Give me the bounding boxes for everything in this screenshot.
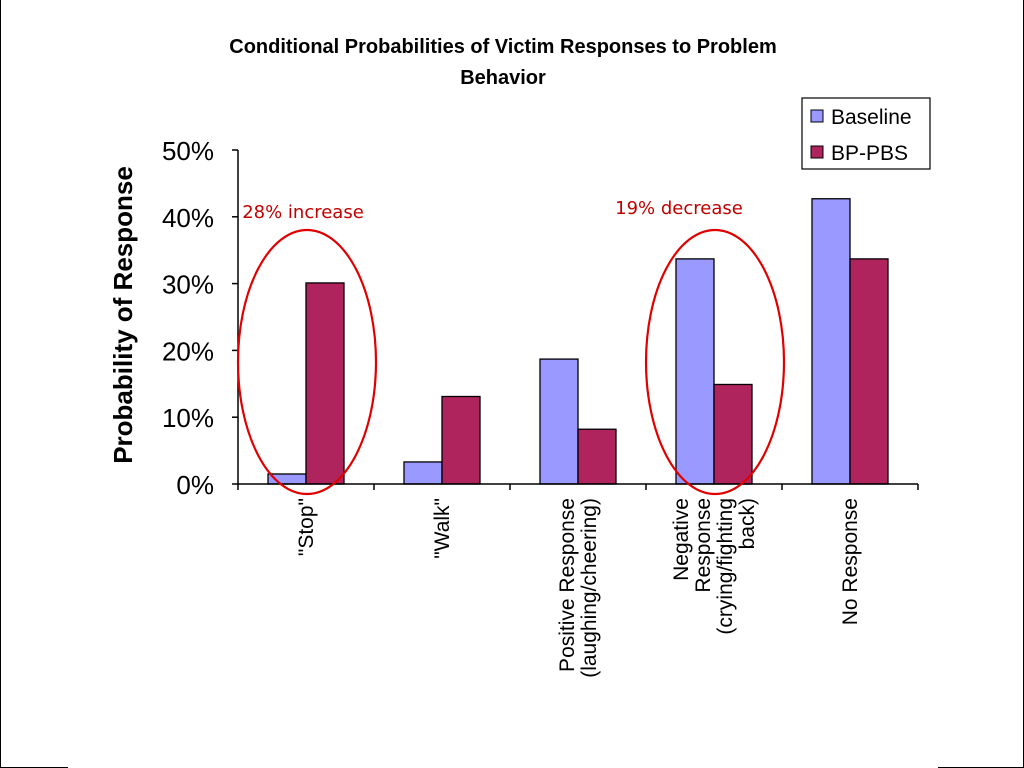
x-tick-label-3-line-0: Negative <box>670 498 693 581</box>
annotation-ellipse-0 <box>236 228 378 496</box>
y-tick-label-2: 20% <box>162 336 214 366</box>
annotation-text-0: 28% increase <box>242 202 364 223</box>
bar-bp-pbs-1 <box>441 395 481 485</box>
x-tick-label-3-line-1: Response <box>692 498 715 593</box>
y-tick-label-1: 10% <box>162 403 214 433</box>
y-tick-label-5: 50% <box>162 136 214 166</box>
axes-group: 0% 10% 20% 30% 40% 50% <box>162 136 919 500</box>
x-tick-label-1: "Walk" <box>431 498 454 559</box>
x-tick-label-0-line-0: "Stop" <box>295 498 318 556</box>
bar-bp-pbs-2 <box>577 428 617 485</box>
bar-baseline-2 <box>539 358 579 485</box>
bar-bp-pbs-4 <box>849 258 889 485</box>
legend-swatch-bp-pbs <box>810 145 824 159</box>
x-tick-label-2: Positive Response (laughing/cheering) <box>556 498 601 678</box>
legend-label-bp-pbs: BP-PBS <box>831 142 908 165</box>
annotation-text-1: 19% decrease <box>615 198 743 219</box>
y-axis-title: Probability of Response <box>108 166 138 464</box>
annotations-group: 28% increase 19% decrease <box>236 198 786 496</box>
y-tick-label-0: 0% <box>176 470 214 500</box>
bar-bp-pbs-0 <box>305 282 345 485</box>
x-tick-labels: "Stop" "Walk" Positive Response (laughing/c… <box>295 498 862 678</box>
x-tick-label-3-line-3: back) <box>736 498 759 549</box>
bars-group <box>267 198 889 485</box>
legend-label-baseline: Baseline <box>831 106 912 129</box>
chart-title-line-2: Behavior <box>460 67 546 89</box>
legend: Baseline BP-PBS <box>801 97 931 170</box>
bar-baseline-4 <box>811 198 851 485</box>
x-tick-label-1-line-0: "Walk" <box>431 498 454 559</box>
bar-baseline-1 <box>403 461 443 485</box>
x-tick-label-4-line-0: No Response <box>839 498 862 625</box>
legend-swatch-baseline <box>810 109 824 123</box>
x-tick-label-3: Negative Response (crying/fighting back) <box>670 498 759 635</box>
x-tick-label-4: No Response <box>839 498 862 625</box>
chart-title-line-1: Conditional Probabilities of Victim Resp… <box>229 36 777 58</box>
x-tick-label-0: "Stop" <box>295 498 318 556</box>
x-tick-label-2-line-1: (laughing/cheering) <box>578 498 601 678</box>
bar-baseline-3 <box>675 258 715 485</box>
annotation-ellipse-1 <box>644 228 786 496</box>
bar-bp-pbs-3 <box>713 383 753 485</box>
x-tick-label-2-line-0: Positive Response <box>556 498 579 672</box>
y-tick-label-3: 30% <box>162 270 214 300</box>
x-tick-label-3-line-2: (crying/fighting <box>714 498 737 635</box>
y-tick-label-4: 40% <box>162 203 214 233</box>
